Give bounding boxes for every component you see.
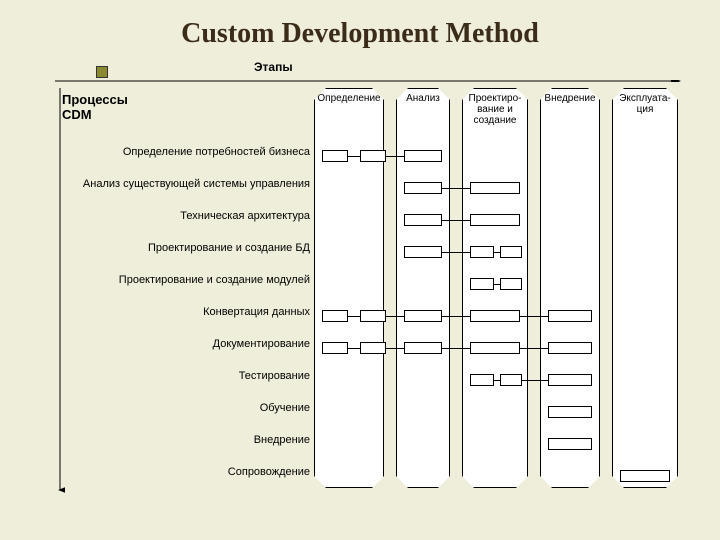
task-box bbox=[548, 374, 592, 386]
phase-label: Эксплуата-ция bbox=[613, 93, 677, 115]
task-box bbox=[404, 150, 442, 162]
connector bbox=[348, 348, 360, 349]
task-box bbox=[500, 374, 522, 386]
phase-column: Анализ bbox=[396, 88, 450, 488]
title-bullet bbox=[96, 66, 108, 78]
task-box bbox=[360, 310, 386, 322]
phase-label: Проектиро-вание исоздание bbox=[463, 93, 527, 126]
process-label: Проектирование и создание модулей bbox=[119, 274, 310, 286]
task-box bbox=[404, 182, 442, 194]
task-box bbox=[404, 214, 442, 226]
task-box bbox=[470, 278, 494, 290]
connector bbox=[442, 252, 470, 253]
connector bbox=[442, 348, 470, 349]
task-box bbox=[500, 278, 522, 290]
connector bbox=[348, 156, 360, 157]
process-label: Обучение bbox=[260, 402, 310, 414]
task-box bbox=[548, 406, 592, 418]
stages-label: Этапы bbox=[254, 60, 293, 74]
phase-column: Внедрение bbox=[540, 88, 600, 488]
process-label: Анализ существующей системы управления bbox=[83, 178, 310, 190]
task-box bbox=[404, 246, 442, 258]
phase-label: Анализ bbox=[397, 93, 449, 104]
task-box bbox=[360, 150, 386, 162]
connector bbox=[520, 316, 548, 317]
process-label: Техническая архитектура bbox=[180, 210, 310, 222]
task-box bbox=[470, 182, 520, 194]
task-box bbox=[548, 310, 592, 322]
process-label: Тестирование bbox=[239, 370, 310, 382]
connector bbox=[522, 380, 548, 381]
task-box bbox=[470, 214, 520, 226]
processes-label: ПроцессыCDM bbox=[62, 92, 128, 122]
task-box bbox=[404, 342, 442, 354]
process-label: Внедрение bbox=[254, 434, 310, 446]
stages-arrow bbox=[55, 80, 685, 82]
phase-label: Определение bbox=[315, 93, 383, 104]
processes-arrow bbox=[55, 88, 65, 498]
connector bbox=[442, 220, 470, 221]
connector bbox=[386, 316, 404, 317]
connector bbox=[386, 156, 404, 157]
connector bbox=[442, 188, 470, 189]
task-box bbox=[360, 342, 386, 354]
task-box bbox=[322, 310, 348, 322]
process-label: Конвертация данных bbox=[203, 306, 310, 318]
process-label: Сопровождение bbox=[228, 466, 310, 478]
task-box bbox=[500, 246, 522, 258]
task-box bbox=[620, 470, 670, 482]
task-box bbox=[470, 246, 494, 258]
task-box bbox=[470, 374, 494, 386]
process-label: Документирование bbox=[213, 338, 310, 350]
task-box bbox=[404, 310, 442, 322]
phase-column: Определение bbox=[314, 88, 384, 488]
connector bbox=[386, 348, 404, 349]
task-box bbox=[322, 150, 348, 162]
task-box bbox=[470, 342, 520, 354]
connector bbox=[348, 316, 360, 317]
process-label: Определение потребностей бизнеса bbox=[123, 146, 310, 158]
task-box bbox=[548, 438, 592, 450]
process-label: Проектирование и создание БД bbox=[148, 242, 310, 254]
connector bbox=[442, 316, 470, 317]
task-box bbox=[548, 342, 592, 354]
page-title: Custom Development Method bbox=[0, 18, 720, 50]
connector bbox=[520, 348, 548, 349]
task-box bbox=[470, 310, 520, 322]
task-box bbox=[322, 342, 348, 354]
phase-column: Эксплуата-ция bbox=[612, 88, 678, 488]
phase-label: Внедрение bbox=[541, 93, 599, 104]
